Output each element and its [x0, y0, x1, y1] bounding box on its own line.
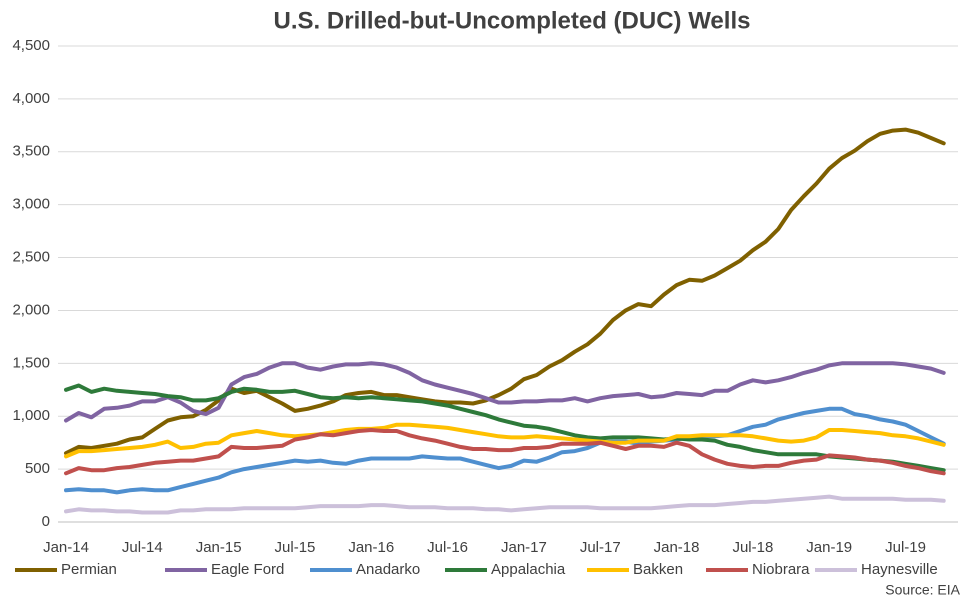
series-line — [64, 127, 946, 456]
y-tick-label: 3,000 — [12, 196, 50, 213]
x-tick-label: Jul-18 — [732, 539, 773, 556]
y-tick-label: 1,000 — [12, 407, 50, 424]
series-line — [64, 383, 946, 473]
x-tick-label: Jul-15 — [275, 539, 316, 556]
legend-label: Bakken — [633, 561, 683, 578]
chart-title: U.S. Drilled-but-Uncompleted (DUC) Wells — [274, 7, 751, 34]
legend-label: Permian — [61, 561, 117, 578]
legend-label: Eagle Ford — [211, 561, 284, 578]
legend-label: Anadarko — [356, 561, 420, 578]
x-tick-label: Jan-14 — [43, 539, 89, 556]
y-tick-label: 1,500 — [12, 354, 50, 371]
source: Source: EIA — [885, 582, 960, 598]
legend-label: Niobrara — [752, 561, 810, 578]
x-tick-label: Jan-17 — [501, 539, 547, 556]
y-tick-label: 0 — [42, 513, 50, 530]
x-tick-label: Jul-19 — [885, 539, 926, 556]
y-tick-label: 500 — [25, 460, 50, 477]
legend-label: Haynesville — [861, 561, 938, 578]
series-line — [64, 428, 946, 476]
y-tick-label: 2,000 — [12, 301, 50, 318]
y-tick-label: 2,500 — [12, 249, 50, 266]
series-line — [64, 422, 946, 459]
y-tick-label: 4,500 — [12, 37, 50, 54]
series-line — [64, 361, 946, 423]
y-tick-label: 4,000 — [12, 90, 50, 107]
x-tick-label: Jul-17 — [580, 539, 621, 556]
series-line — [64, 494, 946, 515]
x-tick-label: Jan-19 — [806, 539, 852, 556]
legend-label: Appalachia — [491, 561, 566, 578]
x-tick-label: Jan-15 — [196, 539, 242, 556]
y-tick-label: 3,500 — [12, 143, 50, 160]
series-line — [64, 406, 946, 495]
x-tick-label: Jan-18 — [654, 539, 700, 556]
x-tick-label: Jul-16 — [427, 539, 468, 556]
x-tick-label: Jan-16 — [348, 539, 394, 556]
x-tick-label: Jul-14 — [122, 539, 163, 556]
